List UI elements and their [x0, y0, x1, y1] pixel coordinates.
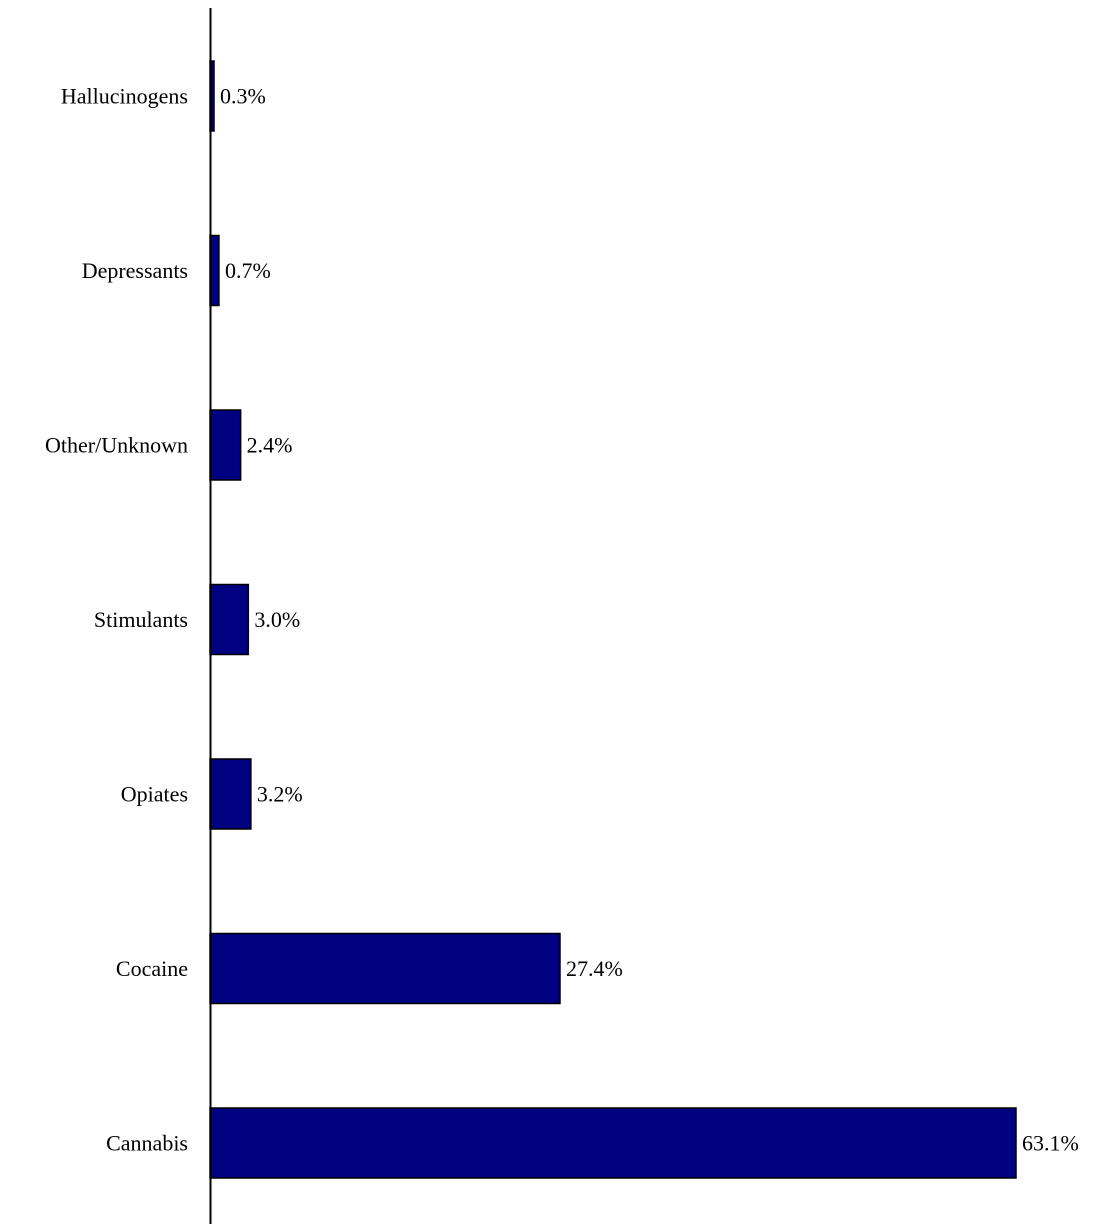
bar: [209, 1107, 1017, 1179]
category-label: Cannabis: [106, 1131, 188, 1156]
data-label: 0.3%: [220, 84, 266, 109]
category-labels-group: Hallucinogens Depressants Other/Unknown Sti…: [45, 84, 188, 1156]
data-label: 27.4%: [566, 956, 623, 981]
bar: [209, 932, 561, 1005]
bar: [209, 583, 250, 656]
category-label: Opiates: [121, 782, 188, 807]
bars-group: [209, 60, 1017, 1179]
bar: [209, 409, 242, 481]
bar: [209, 758, 252, 830]
data-label: 3.2%: [257, 782, 303, 807]
category-label: Stimulants: [94, 607, 188, 632]
data-label: 2.4%: [247, 433, 293, 458]
category-label: Other/Unknown: [45, 433, 188, 458]
value-labels-group: 0.3% 0.7% 2.4% 3.0% 3.2% 27.4% 63.1%: [220, 84, 1079, 1156]
category-label: Cocaine: [116, 956, 188, 981]
data-label: 0.7%: [225, 258, 271, 283]
category-label: Depressants: [82, 258, 188, 283]
category-label: Hallucinogens: [61, 84, 188, 109]
data-label: 3.0%: [254, 607, 300, 632]
data-label: 63.1%: [1022, 1131, 1079, 1156]
